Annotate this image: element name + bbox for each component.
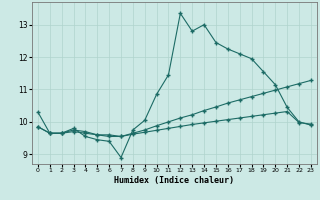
X-axis label: Humidex (Indice chaleur): Humidex (Indice chaleur)	[115, 176, 234, 185]
